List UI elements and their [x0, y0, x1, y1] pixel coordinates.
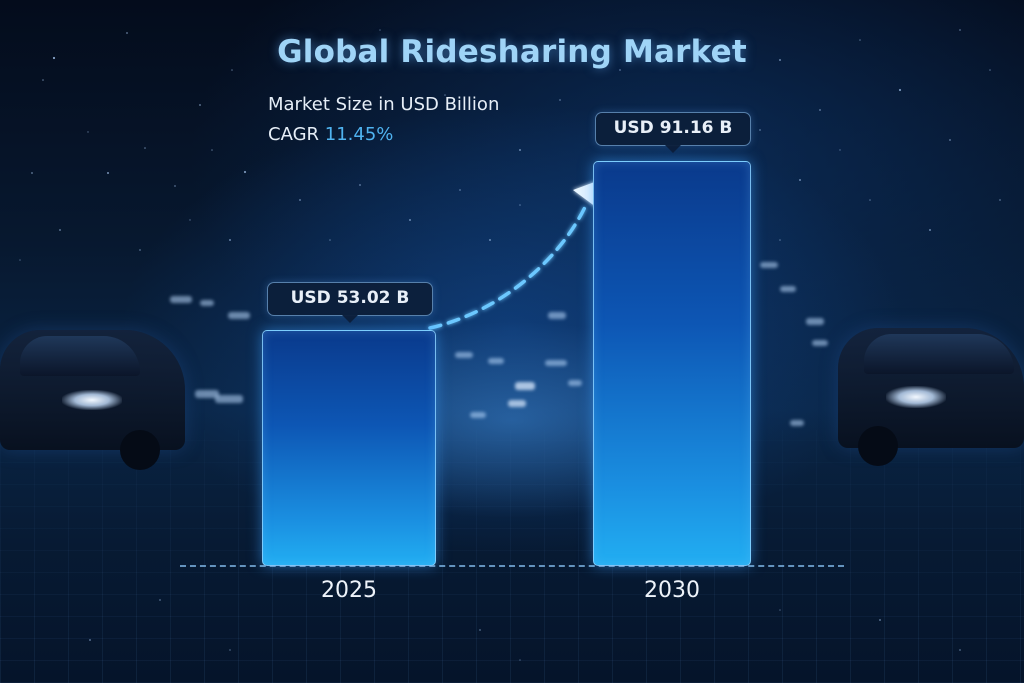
- cagr-label: CAGR: [268, 124, 320, 145]
- x-tick-2030: 2030: [644, 578, 700, 603]
- perspective-grid-floor: [0, 430, 1024, 683]
- data-label-2030: USD 91.16 B: [595, 112, 751, 153]
- car-right-headlight: [886, 386, 946, 408]
- cagr-annotation: CAGR 11.45%: [268, 124, 393, 145]
- car-left-silhouette: [0, 330, 185, 470]
- chart-baseline: [180, 565, 844, 567]
- data-label-2025-text: USD 53.02 B: [290, 288, 410, 308]
- car-left-headlight: [62, 390, 122, 410]
- data-label-2025: USD 53.02 B: [267, 282, 433, 323]
- bar-2030: [593, 161, 751, 566]
- cagr-value: 11.45%: [324, 124, 394, 145]
- x-tick-2025: 2025: [321, 578, 377, 603]
- bar-2025: [262, 330, 436, 566]
- car-right-silhouette: [838, 328, 1024, 466]
- data-label-2030-text: USD 91.16 B: [613, 118, 733, 138]
- callout-tail: [342, 315, 358, 323]
- chart-title: Global Ridesharing Market: [277, 34, 747, 70]
- chart-subtitle: Market Size in USD Billion: [268, 94, 500, 115]
- callout-tail: [665, 145, 681, 153]
